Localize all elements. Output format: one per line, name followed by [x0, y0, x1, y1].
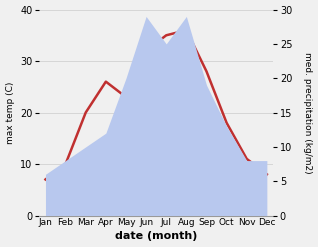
X-axis label: date (month): date (month): [115, 231, 197, 242]
Y-axis label: med. precipitation (kg/m2): med. precipitation (kg/m2): [303, 52, 313, 173]
Y-axis label: max temp (C): max temp (C): [5, 81, 15, 144]
